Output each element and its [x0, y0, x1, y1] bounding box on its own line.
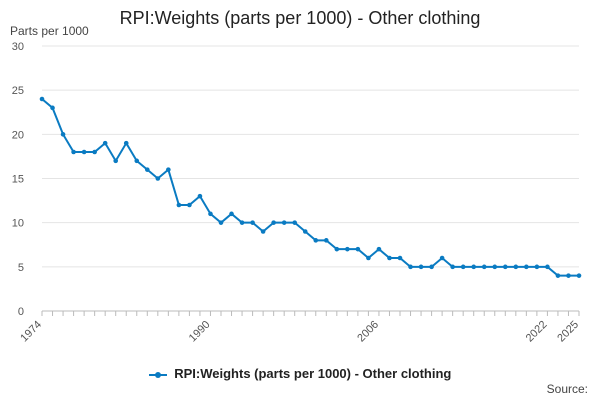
- x-axis-ticks: 1974 1990 2006 2022 2025: [18, 311, 581, 344]
- data-point[interactable]: [366, 255, 371, 261]
- x-tick-label: 2022: [524, 319, 550, 345]
- data-point[interactable]: [176, 202, 182, 208]
- data-point[interactable]: [187, 202, 192, 208]
- chart-title: RPI:Weights (parts per 1000) - Other clo…: [119, 8, 481, 28]
- data-point[interactable]: [450, 264, 455, 270]
- data-point[interactable]: [545, 264, 550, 270]
- data-point[interactable]: [218, 220, 224, 225]
- y-tick-label: 25: [12, 85, 24, 97]
- data-point[interactable]: [492, 264, 498, 270]
- data-point[interactable]: [208, 211, 213, 217]
- data-point[interactable]: [502, 264, 508, 270]
- data-point[interactable]: [260, 229, 266, 234]
- data-point[interactable]: [39, 96, 45, 102]
- data-point[interactable]: [566, 273, 571, 278]
- data-point[interactable]: [345, 246, 350, 252]
- legend-label: RPI:Weights (parts per 1000) - Other clo…: [174, 366, 452, 381]
- data-point[interactable]: [418, 264, 424, 270]
- data-point[interactable]: [155, 176, 161, 181]
- data-point[interactable]: [144, 167, 150, 172]
- y-tick-label: 15: [12, 174, 24, 186]
- data-point[interactable]: [292, 220, 298, 225]
- y-tick-label: 0: [18, 306, 24, 318]
- x-tick-label: 1990: [187, 319, 213, 345]
- data-point[interactable]: [555, 273, 561, 278]
- data-point[interactable]: [113, 158, 119, 164]
- series-points: [39, 96, 582, 278]
- data-point[interactable]: [313, 238, 319, 243]
- data-point[interactable]: [481, 264, 487, 270]
- source-label: Source:: [546, 382, 588, 396]
- data-point[interactable]: [239, 220, 245, 225]
- data-point[interactable]: [576, 273, 582, 278]
- data-point[interactable]: [302, 229, 308, 234]
- data-point[interactable]: [197, 193, 203, 199]
- data-point[interactable]: [281, 220, 287, 225]
- data-point[interactable]: [81, 149, 87, 155]
- data-point[interactable]: [229, 211, 234, 217]
- data-point[interactable]: [334, 246, 340, 252]
- data-point[interactable]: [134, 158, 140, 164]
- grid-lines: [42, 45, 579, 312]
- y-axis-label: Parts per 1000: [10, 24, 89, 38]
- x-tick-label: 2006: [355, 319, 381, 345]
- y-tick-label: 20: [12, 129, 24, 141]
- x-tick-label: 2025: [555, 319, 581, 345]
- data-point[interactable]: [397, 255, 403, 261]
- legend-line-marker-icon: [148, 370, 167, 380]
- data-point[interactable]: [471, 264, 477, 270]
- data-point[interactable]: [102, 140, 108, 146]
- data-point[interactable]: [50, 105, 55, 111]
- data-point[interactable]: [355, 246, 361, 252]
- data-point[interactable]: [323, 238, 329, 243]
- data-point[interactable]: [534, 264, 540, 270]
- y-tick-label: 5: [18, 262, 24, 274]
- y-axis-ticks: 0 5 10 15 20 25 30: [12, 41, 24, 318]
- data-point[interactable]: [271, 220, 276, 225]
- data-point[interactable]: [123, 140, 129, 146]
- data-point[interactable]: [250, 220, 255, 225]
- data-point[interactable]: [71, 149, 76, 155]
- data-point[interactable]: [376, 246, 382, 252]
- legend[interactable]: RPI:Weights (parts per 1000) - Other clo…: [0, 366, 600, 381]
- y-tick-label: 10: [12, 218, 24, 230]
- data-point[interactable]: [429, 264, 434, 270]
- data-point[interactable]: [513, 264, 519, 270]
- data-point[interactable]: [524, 264, 529, 270]
- data-point[interactable]: [408, 264, 413, 270]
- data-point[interactable]: [460, 264, 466, 270]
- series-line: [41, 98, 579, 277]
- x-tick-label: 1974: [18, 319, 44, 345]
- data-point[interactable]: [166, 167, 171, 172]
- data-point[interactable]: [387, 255, 392, 261]
- data-point[interactable]: [92, 149, 97, 155]
- y-tick-label: 30: [12, 41, 24, 53]
- data-point[interactable]: [60, 132, 66, 137]
- data-point[interactable]: [439, 255, 445, 261]
